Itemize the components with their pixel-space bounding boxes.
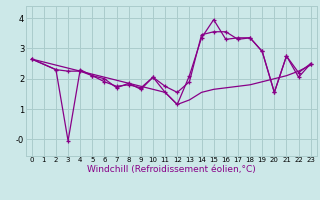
X-axis label: Windchill (Refroidissement éolien,°C): Windchill (Refroidissement éolien,°C) xyxy=(87,165,256,174)
